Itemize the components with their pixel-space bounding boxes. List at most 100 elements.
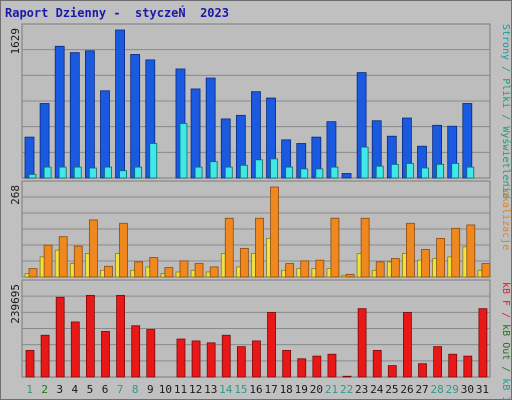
y-max-label-1: 1629 bbox=[9, 28, 22, 55]
x-tick-label: 2 bbox=[41, 383, 48, 396]
x-tick-label: 24 bbox=[370, 383, 384, 396]
x-tick-label: 19 bbox=[295, 383, 308, 396]
bar-visits bbox=[134, 261, 144, 278]
chart-title: Raport Dzienny - styczeŃ 2023 bbox=[5, 6, 229, 20]
x-tick-label: 6 bbox=[102, 383, 109, 396]
bar-visits bbox=[104, 265, 113, 278]
bar-visits bbox=[43, 244, 53, 278]
bar-kbf bbox=[221, 334, 231, 378]
bar-kbf bbox=[297, 358, 307, 378]
bar-hits bbox=[115, 29, 125, 179]
y-max-label-3: 239695 bbox=[9, 284, 22, 324]
legend-item: Wyświetlenia bbox=[500, 126, 512, 198]
bar-pages bbox=[239, 164, 248, 179]
bar-visits bbox=[406, 222, 415, 278]
bar-kbf bbox=[267, 312, 276, 378]
legend-item: Pliki / bbox=[500, 78, 511, 126]
bar-kbf bbox=[282, 350, 292, 378]
bar-pages bbox=[73, 166, 82, 179]
bar-visits bbox=[28, 268, 38, 278]
bar-kbf bbox=[342, 375, 352, 378]
bar-visits bbox=[194, 263, 204, 278]
x-tick-label: 20 bbox=[310, 383, 323, 396]
bar-kbf bbox=[418, 363, 427, 378]
bar-visits bbox=[73, 245, 83, 278]
bar-kbf bbox=[40, 334, 50, 378]
bar-kbf bbox=[448, 353, 458, 378]
bar-kbf bbox=[433, 346, 443, 378]
bar-pages bbox=[149, 143, 158, 179]
bar-pages bbox=[406, 163, 414, 179]
bar-visits bbox=[88, 219, 98, 278]
bar-pages bbox=[390, 163, 399, 179]
bar-pages bbox=[209, 161, 218, 179]
x-tick-label: 23 bbox=[355, 383, 368, 396]
legend-item: kB In bbox=[500, 378, 511, 400]
bar-kbf bbox=[25, 350, 35, 378]
legend: Lokalizacje bbox=[500, 184, 511, 250]
bar-visits bbox=[315, 259, 325, 278]
bar-kbf bbox=[70, 321, 80, 378]
x-tick-label: 4 bbox=[72, 383, 79, 396]
x-tick-label: 28 bbox=[431, 383, 444, 396]
bar-hits bbox=[130, 54, 141, 179]
legend-item: Strony / bbox=[500, 24, 511, 78]
x-tick-label: 25 bbox=[385, 383, 398, 396]
x-tick-label: 22 bbox=[340, 383, 353, 396]
bar-pages bbox=[43, 166, 52, 179]
bar-visits bbox=[466, 224, 476, 278]
bar-visits bbox=[224, 217, 234, 278]
bar-pages bbox=[255, 159, 263, 179]
bar-kbf bbox=[101, 331, 110, 378]
bar-pages bbox=[421, 167, 429, 179]
bar-visits bbox=[255, 217, 264, 278]
x-tick-label: 14 bbox=[219, 383, 233, 396]
x-tick-label: 13 bbox=[204, 383, 217, 396]
x-tick-label: 26 bbox=[400, 383, 413, 396]
x-tick-label: 30 bbox=[461, 383, 474, 396]
bar-hits bbox=[69, 52, 80, 179]
bar-visits bbox=[375, 261, 385, 278]
bar-visits bbox=[164, 267, 174, 278]
x-tick-label: 3 bbox=[56, 383, 63, 396]
bar-kbf bbox=[252, 340, 261, 378]
x-tick-label: 17 bbox=[264, 383, 277, 396]
bar-kbf bbox=[372, 350, 382, 378]
bar-kbf bbox=[327, 353, 337, 378]
bar-visits bbox=[209, 266, 219, 278]
bar-hits bbox=[84, 50, 95, 179]
bar-visits bbox=[119, 222, 128, 278]
bar-kbf bbox=[403, 312, 412, 378]
bar-pages bbox=[436, 163, 445, 179]
bar-kbf bbox=[312, 355, 322, 378]
bar-pages bbox=[360, 146, 369, 179]
bar-kbf bbox=[206, 342, 216, 378]
bar-visits bbox=[179, 260, 189, 278]
bar-kbf bbox=[55, 296, 65, 378]
x-tick-label: 29 bbox=[446, 383, 459, 396]
bar-kbf bbox=[146, 329, 156, 378]
bar-pages bbox=[315, 168, 324, 179]
bar-pages bbox=[119, 170, 127, 179]
bar-pages bbox=[224, 166, 233, 179]
x-tick-label: 11 bbox=[174, 383, 187, 396]
bar-kbf bbox=[387, 365, 397, 378]
x-tick-label: 12 bbox=[189, 383, 202, 396]
bar-pages bbox=[330, 166, 339, 179]
bar-hits bbox=[341, 173, 352, 179]
bar-pages bbox=[466, 166, 475, 179]
bar-kbf bbox=[478, 308, 488, 378]
x-tick-label: 16 bbox=[249, 383, 262, 396]
legend-item: kB F / bbox=[500, 282, 511, 324]
legend: Strony / Pliki / Wyświetlenia bbox=[500, 24, 512, 199]
bar-visits bbox=[270, 186, 279, 278]
bar-pages bbox=[285, 166, 294, 179]
bar-visits bbox=[436, 237, 446, 278]
x-tick-label: 5 bbox=[87, 383, 94, 396]
bar-visits bbox=[421, 249, 430, 278]
legend-item: Lokalizacje bbox=[500, 184, 511, 250]
bar-hits bbox=[100, 90, 110, 179]
bar-pages bbox=[300, 168, 309, 179]
bar-pages bbox=[104, 166, 112, 179]
